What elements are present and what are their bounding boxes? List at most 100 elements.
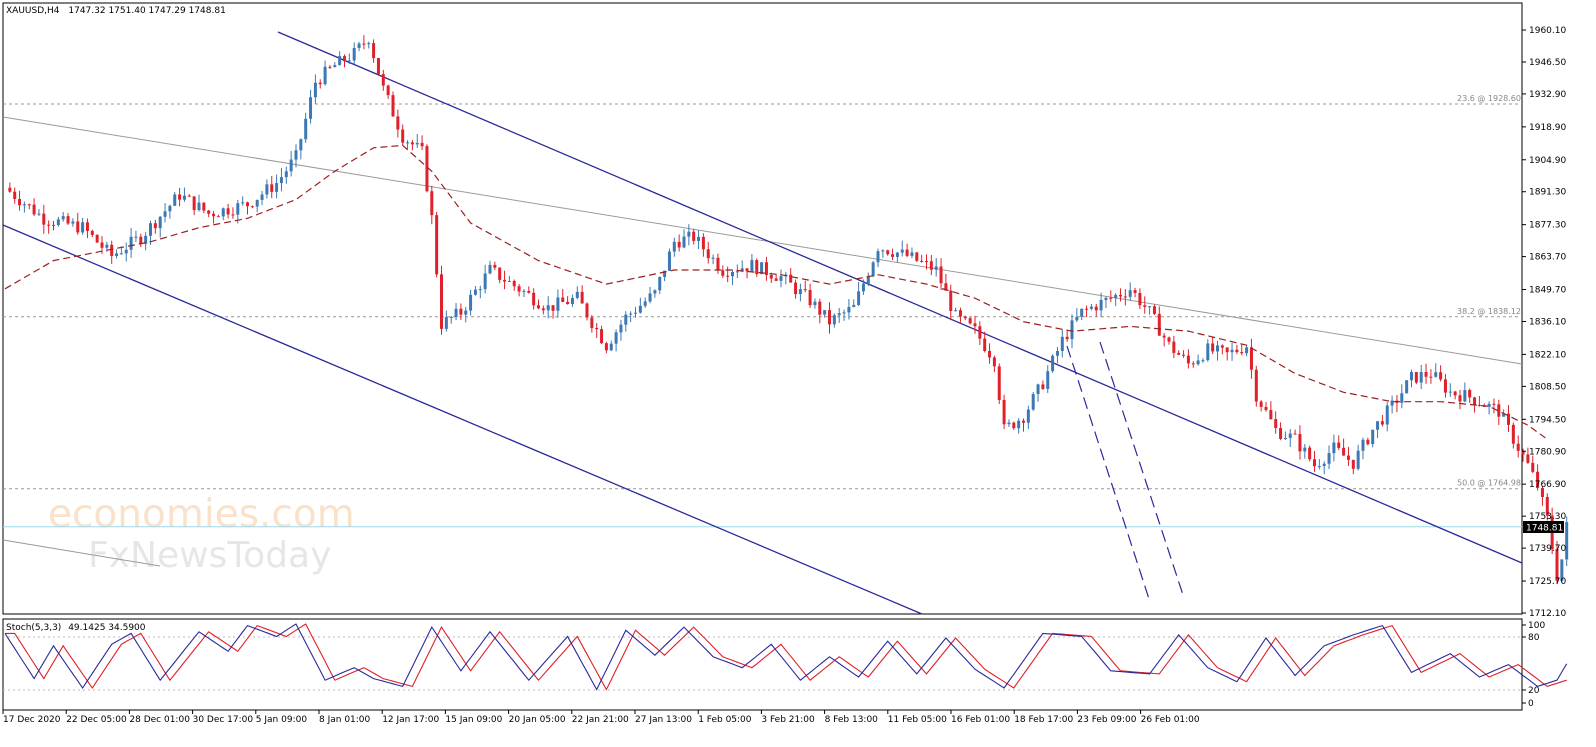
candle-bull [56, 219, 60, 226]
symbol-label: XAUUSD,H4 1747.32 1751.40 1747.29 1748.8… [6, 6, 226, 16]
candle-bull [1371, 429, 1375, 445]
candle-bull [697, 236, 701, 241]
candle-bull [687, 231, 691, 237]
candle-bear [1182, 354, 1186, 356]
candle-bull [182, 195, 186, 200]
candle-bear [27, 204, 31, 206]
stoch-name: Stoch(5,3,3) [6, 623, 61, 633]
channel-upper-line [277, 31, 1523, 564]
candle-bull [876, 251, 880, 263]
candle-bear [828, 310, 831, 325]
candle-bull [634, 312, 637, 314]
candle-bull [299, 139, 303, 151]
candle-bear [517, 286, 521, 292]
candle-bear [1191, 363, 1195, 365]
candle-bull [1148, 306, 1152, 308]
channel-lower-line [2, 224, 923, 615]
candle-bull [653, 290, 657, 294]
candle-bull [149, 223, 152, 236]
candle-bear [1516, 443, 1520, 451]
candle-bear [585, 303, 589, 318]
candle-bear [1346, 455, 1350, 460]
candle-bull [197, 202, 201, 211]
candle-bull [1419, 371, 1423, 383]
x-tick-label: 15 Jan 09:00 [445, 715, 502, 725]
candle-bull [173, 194, 177, 206]
candle-bull [837, 313, 841, 316]
y-tick-label: 1918.90 [1529, 123, 1566, 133]
candle-bear [1279, 428, 1283, 439]
candle-bear [13, 191, 17, 199]
candle-bear [90, 230, 94, 235]
candle-bull [105, 244, 109, 248]
y-tick-label: 1822.10 [1529, 350, 1566, 360]
candle-bull [1434, 372, 1438, 377]
candle-bear [372, 43, 376, 59]
stoch-tick-label: 0 [1528, 699, 1534, 709]
candle-bull [163, 211, 167, 217]
candle-bear [216, 216, 220, 218]
candle-bull [672, 241, 676, 252]
y-tick-label: 1725.70 [1529, 577, 1566, 587]
y-tick-label: 1780.90 [1529, 447, 1566, 457]
candle-bull [813, 301, 817, 306]
candle-bull [347, 60, 351, 62]
candle-bull [115, 253, 119, 256]
candle-bull [1080, 308, 1084, 317]
candle-bear [32, 204, 36, 215]
candle-bull [357, 43, 361, 48]
candle-bear [992, 357, 996, 367]
candle-bull [1356, 450, 1360, 469]
candle-bull [37, 213, 41, 215]
candle-bear [677, 241, 681, 248]
candle-bear [1152, 306, 1156, 314]
y-tick-label: 1932.90 [1529, 90, 1566, 100]
candle-bull [861, 283, 865, 292]
candle-bull [760, 262, 764, 275]
candle-bear [503, 279, 507, 282]
candle-bull [842, 312, 846, 314]
candle-bull [415, 142, 419, 145]
candle-bear [1298, 433, 1302, 452]
candle-bear [1366, 439, 1370, 445]
candle-bull [522, 290, 526, 292]
candle-bear [1254, 369, 1258, 402]
candle-bull [1502, 413, 1506, 417]
y-tick-label: 1794.50 [1529, 415, 1566, 425]
candle-bear [76, 221, 80, 233]
candle-bear [435, 215, 439, 275]
candle-bear [1531, 462, 1535, 472]
candle-bear [1473, 397, 1477, 405]
candle-bear [541, 308, 545, 311]
candle-bear [1249, 347, 1253, 370]
candle-bull [1128, 290, 1132, 297]
candle-bull [638, 305, 642, 313]
candle-bear [1143, 305, 1147, 307]
candle-bull [1463, 390, 1467, 402]
candle-bear [537, 305, 540, 309]
candle-bear [1545, 496, 1549, 516]
x-tick-label: 26 Feb 01:00 [1141, 715, 1200, 725]
stochastic-lines [4, 623, 1568, 691]
candle-bear [794, 282, 798, 295]
candle-bull [847, 306, 851, 313]
candle-bear [1240, 352, 1244, 354]
candle-bear [231, 214, 235, 216]
candle-bear [52, 224, 55, 226]
candle-bear [915, 252, 919, 261]
x-tick-label: 28 Dec 01:00 [129, 715, 190, 725]
candle-bear [100, 242, 104, 248]
y-tick-label: 1739.70 [1529, 544, 1566, 554]
candle-bull [1051, 355, 1055, 372]
candle-bear [1540, 487, 1544, 497]
candle-bear [1337, 442, 1341, 448]
candle-bull [1283, 437, 1287, 439]
candle-bear [381, 74, 385, 86]
candle-bull [663, 270, 667, 277]
candle-bear [1443, 379, 1447, 393]
candle-bear [1264, 406, 1268, 411]
candle-bear [1065, 336, 1069, 340]
candle-bull [1390, 400, 1394, 406]
candle-bull [323, 66, 327, 85]
candle-bear [949, 290, 953, 311]
